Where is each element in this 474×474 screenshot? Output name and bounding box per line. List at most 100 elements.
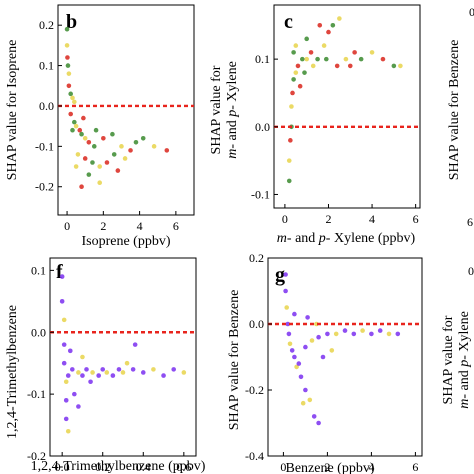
panel-c-xtick-label: 6 (413, 212, 419, 226)
panel-f-point (61, 317, 67, 323)
panel-b-point (72, 119, 77, 125)
panel-b-yticks: -0.2 -0.1 0.0 0.1 0.2 (35, 18, 62, 194)
panel-c-point (391, 63, 397, 69)
panel-c-point (380, 56, 386, 62)
panel-b-point (68, 91, 73, 97)
panel-f-point (88, 379, 93, 385)
panel-c-xtick-label: 0 (282, 212, 288, 226)
panel-f-point (59, 274, 65, 279)
panel-f-point (61, 342, 67, 347)
panel-f-point (84, 367, 89, 372)
top-right-tick: 0 (469, 5, 474, 19)
panel-b-point (64, 43, 70, 48)
panel-c-point (288, 138, 293, 143)
panel-f-point (59, 299, 65, 304)
panel-b-point (82, 135, 88, 141)
panel-b-point (86, 172, 92, 177)
panel-b-point (111, 152, 117, 157)
panel-g-point (283, 272, 288, 277)
panel-b-point (65, 63, 71, 68)
panel-c-point (293, 70, 299, 75)
panel-b-point (65, 55, 70, 60)
panel-c-point (308, 50, 314, 55)
panel-f-points (59, 274, 187, 434)
panel-g-ylabel: SHAP value for Benzene (227, 290, 242, 431)
panel-c-frame (273, 4, 421, 209)
panel-f-letter: f (56, 261, 63, 283)
panel-f-ytick-label: 0.0 (31, 325, 46, 339)
panel-f-xticks: 0.0 0.2 0.4 0.6 (55, 452, 191, 474)
panel-b-point (79, 131, 84, 137)
panel-c-point (326, 29, 331, 35)
panel-b-point (122, 156, 128, 161)
bottom-right-tick: 0 (468, 264, 474, 278)
panel-f-point (132, 342, 138, 347)
panel-b-xtick-label: 4 (137, 219, 143, 233)
panel-f-point (140, 370, 146, 375)
panel-f-ytick-label: -0.2 (27, 449, 46, 463)
panel-c-xticks: 0 2 4 6 (282, 204, 419, 226)
panel-b-point (79, 184, 84, 190)
panel-g-point (351, 331, 357, 337)
panel-b-points (64, 26, 170, 190)
panel-c-point (304, 36, 309, 42)
panel-f-yticks: -0.2 -0.1 0.0 0.1 (27, 263, 54, 463)
panel-c-point (369, 50, 375, 55)
panel-g-point (289, 348, 295, 353)
panel-c-letter: c (284, 11, 293, 33)
panel-f-point (90, 370, 95, 375)
panel-b-point (73, 123, 79, 129)
panel-g-point (292, 354, 297, 360)
panel-c-point (337, 16, 342, 21)
panel-b-ylabel: SHAP value for Isoprene (5, 40, 20, 181)
panel-g-point (292, 311, 297, 317)
panel-b-xtick-label: 6 (173, 219, 179, 233)
panel-g-xticks: 0 2 4 6 (280, 452, 418, 474)
panel-g-xlabel: Benzene (ppbv) (285, 461, 374, 474)
c-xtick-cut: 6 (467, 215, 473, 229)
panel-g-ytick-label: 0.2 (249, 251, 264, 265)
panel-b-point (97, 164, 103, 169)
panel-f-point (124, 360, 130, 366)
panel-b-point (93, 127, 99, 133)
panel-b-point (73, 164, 79, 169)
panel-g-point (294, 364, 299, 370)
panel-c-point (286, 158, 292, 163)
panel-g-point (298, 374, 304, 380)
panel-g-point (311, 414, 317, 419)
panel-c-point (300, 56, 305, 62)
panel-f-point (110, 373, 116, 378)
panel-c-point (293, 43, 299, 48)
panel-f-xtick-label: 0.4 (136, 460, 151, 474)
panel-b-letter: b (66, 11, 77, 33)
panel-b-point (151, 144, 157, 149)
panel-b-ytick-label: 0.2 (39, 18, 54, 32)
panel-g-point (284, 305, 290, 310)
panel-f-frame (49, 257, 197, 457)
panel-f-point (70, 367, 75, 372)
panel-b-point (82, 156, 88, 161)
bottom-right-ylabel-line2: m- and p- Xylene (457, 311, 472, 409)
panel-g-point (316, 420, 321, 426)
panel-g-point (360, 328, 365, 333)
panel-b-ytick-label: 0.1 (39, 59, 54, 73)
panel-g-xtick-label: 6 (412, 460, 418, 474)
panel-c-point (286, 178, 292, 184)
panel-b-xlabel: Isoprene (ppbv) (81, 234, 170, 249)
panel-g-point (309, 338, 315, 343)
panel-b-point (64, 26, 70, 32)
panel-c-xtick-label: 2 (325, 212, 331, 226)
panel-f-point (130, 367, 136, 372)
panel-f-point (65, 428, 71, 434)
panel-f-point (181, 370, 187, 375)
panel-b-point (70, 95, 75, 101)
panel-g-point (329, 348, 335, 353)
panel-c-ylabel-line2: m- and p- Xylene (225, 61, 240, 159)
panel-f-ylabel: 1,2,4-Trimethylbenzene (5, 305, 20, 439)
panel-g-point (287, 341, 293, 347)
panel-c-point (347, 63, 353, 69)
panel-b-xtick-label: 0 (64, 219, 70, 233)
panel-f-point (161, 373, 166, 378)
panel-f-point (63, 416, 69, 422)
panel-f-point (171, 367, 176, 372)
